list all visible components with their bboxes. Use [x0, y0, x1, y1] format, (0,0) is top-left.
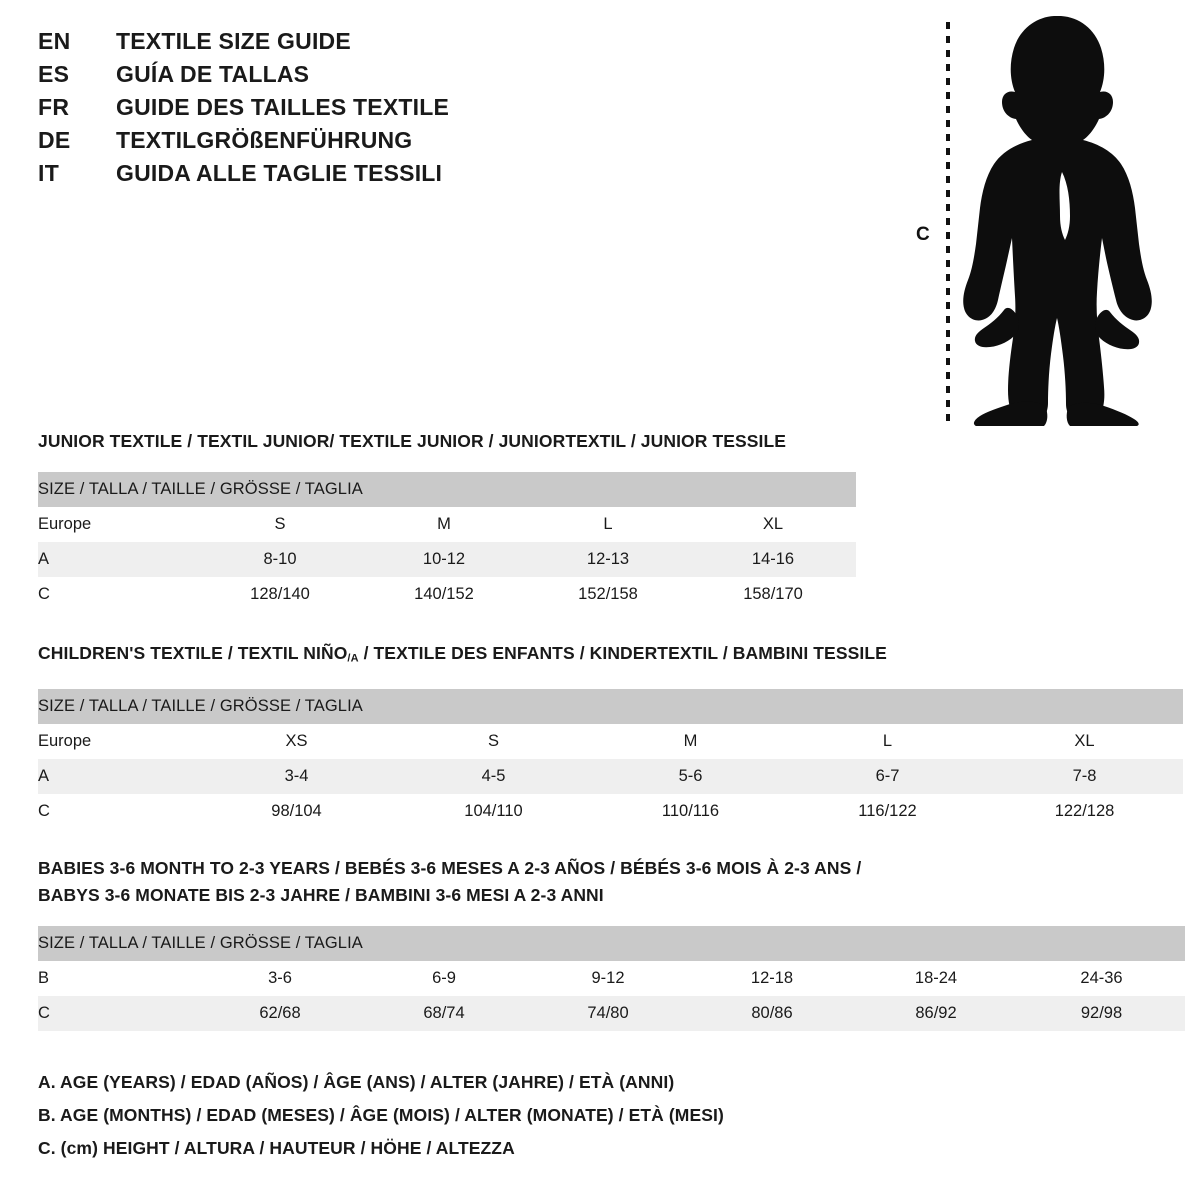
language-row: FR GUIDE DES TAILLES TEXTILE [38, 94, 598, 127]
legend-block: A. AGE (YEARS) / EDAD (AÑOS) / ÂGE (ANS)… [38, 1066, 724, 1165]
table-row: B 3-6 6-9 9-12 12-18 18-24 24-36 [38, 961, 1186, 996]
children-age-xs: 3-4 [198, 759, 395, 795]
language-code-it: IT [38, 160, 60, 186]
babies-months-3: 9-12 [526, 961, 690, 996]
babies-height-5: 86/92 [854, 996, 1018, 1031]
language-code-de: DE [38, 127, 71, 153]
babies-row-label-b: B [38, 961, 198, 996]
table-row: Europe XS S M L XL [38, 724, 1184, 760]
height-measure-label: C [916, 224, 930, 245]
junior-size-m: M [362, 507, 526, 542]
babies-row-label-c: C [38, 996, 198, 1031]
language-code-fr: FR [38, 94, 70, 120]
junior-row-label-a: A [38, 542, 198, 577]
babies-table-band-row: SIZE / TALLA / TAILLE / GRÖSSE / TAGLIA [38, 926, 1186, 961]
children-section-title: CHILDREN'S TEXTILE / TEXTIL NIÑO/A / TEX… [38, 640, 1183, 672]
children-size-l: L [789, 724, 986, 760]
language-row: IT GUIDA ALLE TAGLIE TESSILI [38, 160, 598, 193]
junior-age-s: 8-10 [198, 542, 362, 577]
children-size-xl: XL [986, 724, 1184, 760]
junior-age-l: 12-13 [526, 542, 690, 577]
junior-size-xl: XL [690, 507, 857, 542]
babies-section-title-line1: BABIES 3-6 MONTH TO 2-3 YEARS / BEBÉS 3-… [38, 858, 862, 878]
junior-size-s: S [198, 507, 362, 542]
junior-band-label: SIZE / TALLA / TAILLE / GRÖSSE / TAGLIA [38, 472, 857, 507]
legend-line-b: B. AGE (MONTHS) / EDAD (MESES) / ÂGE (MO… [38, 1105, 724, 1125]
babies-months-6: 24-36 [1018, 961, 1186, 996]
legend-line-c: C. (cm) HEIGHT / ALTURA / HAUTEUR / HÖHE… [38, 1138, 515, 1158]
section-babies-textile: BABIES 3-6 MONTH TO 2-3 YEARS / BEBÉS 3-… [38, 855, 1186, 1031]
babies-height-1: 62/68 [198, 996, 362, 1031]
legend-line-a: A. AGE (YEARS) / EDAD (AÑOS) / ÂGE (ANS)… [38, 1072, 675, 1092]
junior-height-s: 128/140 [198, 577, 362, 612]
table-row: A 3-4 4-5 5-6 6-7 7-8 [38, 759, 1184, 795]
children-height-m: 110/116 [592, 794, 789, 830]
table-row: C 98/104 104/110 110/116 116/122 122/128 [38, 794, 1184, 830]
babies-months-1: 3-6 [198, 961, 362, 996]
language-title-de: TEXTILGRÖßENFÜHRUNG [116, 127, 413, 153]
children-title-pre: CHILDREN'S TEXTILE / TEXTIL NIÑO [38, 643, 348, 663]
junior-size-table: SIZE / TALLA / TAILLE / GRÖSSE / TAGLIA … [38, 472, 857, 612]
babies-size-table: SIZE / TALLA / TAILLE / GRÖSSE / TAGLIA … [38, 926, 1186, 1031]
table-row: C 128/140 140/152 152/158 158/170 [38, 577, 857, 612]
junior-age-m: 10-12 [362, 542, 526, 577]
children-age-s: 4-5 [395, 759, 592, 795]
section-junior-textile: JUNIOR TEXTILE / TEXTIL JUNIOR/ TEXTILE … [38, 428, 857, 612]
junior-section-title: JUNIOR TEXTILE / TEXTIL JUNIOR/ TEXTILE … [38, 431, 787, 451]
children-height-xl: 122/128 [986, 794, 1184, 830]
children-size-table: SIZE / TALLA / TAILLE / GRÖSSE / TAGLIA … [38, 689, 1184, 830]
children-band-label: SIZE / TALLA / TAILLE / GRÖSSE / TAGLIA [38, 689, 1184, 725]
babies-height-3: 74/80 [526, 996, 690, 1031]
babies-section-title-line2: BABYS 3-6 MONATE BIS 2-3 JAHRE / BAMBINI… [38, 885, 604, 905]
language-code-en: EN [38, 28, 71, 54]
children-age-l: 6-7 [789, 759, 986, 795]
language-title-en: TEXTILE SIZE GUIDE [116, 28, 351, 54]
junior-table-band-row: SIZE / TALLA / TAILLE / GRÖSSE / TAGLIA [38, 472, 857, 507]
babies-months-2: 6-9 [362, 961, 526, 996]
children-height-s: 104/110 [395, 794, 592, 830]
junior-row-label-europe: Europe [38, 507, 198, 542]
children-height-xs: 98/104 [198, 794, 395, 830]
language-title-es: GUÍA DE TALLAS [116, 61, 310, 87]
junior-height-m: 140/152 [362, 577, 526, 612]
babies-height-2: 68/74 [362, 996, 526, 1031]
babies-months-4: 12-18 [690, 961, 854, 996]
babies-months-5: 18-24 [854, 961, 1018, 996]
children-title-post: / TEXTILE DES ENFANTS / KINDERTEXTIL / B… [358, 643, 887, 663]
table-row: C 62/68 68/74 74/80 80/86 86/92 92/98 [38, 996, 1186, 1031]
children-row-label-c: C [38, 794, 198, 830]
children-title-subscript: /A [347, 652, 359, 665]
children-row-label-a: A [38, 759, 198, 795]
babies-band-label: SIZE / TALLA / TAILLE / GRÖSSE / TAGLIA [38, 926, 1186, 961]
junior-size-l: L [526, 507, 690, 542]
children-height-l: 116/122 [789, 794, 986, 830]
junior-height-l: 152/158 [526, 577, 690, 612]
children-size-s: S [395, 724, 592, 760]
language-row: EN TEXTILE SIZE GUIDE [38, 28, 598, 61]
section-children-textile: CHILDREN'S TEXTILE / TEXTIL NIÑO/A / TEX… [38, 640, 1184, 830]
height-dashed-line [946, 22, 950, 427]
babies-height-6: 92/98 [1018, 996, 1186, 1031]
toddler-silhouette-icon [963, 16, 1152, 426]
children-age-xl: 7-8 [986, 759, 1184, 795]
children-size-m: M [592, 724, 789, 760]
children-size-xs: XS [198, 724, 395, 760]
language-code-es: ES [38, 61, 70, 87]
junior-age-xl: 14-16 [690, 542, 857, 577]
children-age-m: 5-6 [592, 759, 789, 795]
junior-height-xl: 158/170 [690, 577, 857, 612]
height-figure: C [900, 12, 1180, 432]
language-title-it: GUIDA ALLE TAGLIE TESSILI [116, 160, 443, 186]
language-header: EN TEXTILE SIZE GUIDE ES GUÍA DE TALLAS … [38, 28, 598, 193]
junior-row-label-c: C [38, 577, 198, 612]
children-row-label-europe: Europe [38, 724, 198, 760]
language-title-fr: GUIDE DES TAILLES TEXTILE [116, 94, 449, 120]
language-row: DE TEXTILGRÖßENFÜHRUNG [38, 127, 598, 160]
babies-height-4: 80/86 [690, 996, 854, 1031]
language-row: ES GUÍA DE TALLAS [38, 61, 598, 94]
table-row: A 8-10 10-12 12-13 14-16 [38, 542, 857, 577]
table-row: Europe S M L XL [38, 507, 857, 542]
children-table-band-row: SIZE / TALLA / TAILLE / GRÖSSE / TAGLIA [38, 689, 1184, 725]
